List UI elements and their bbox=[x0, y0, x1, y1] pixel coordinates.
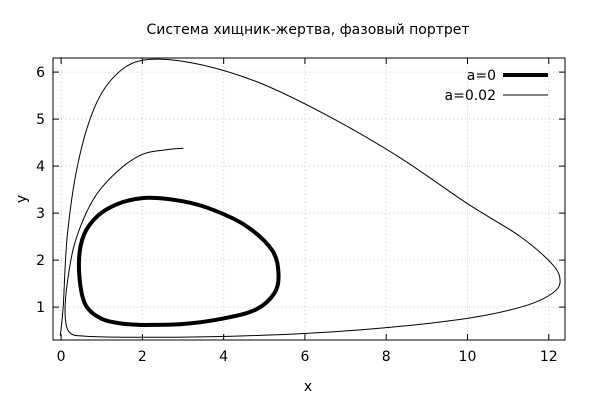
grid bbox=[53, 58, 565, 340]
y-tick-label: 1 bbox=[36, 300, 45, 316]
y-tick-label: 3 bbox=[36, 206, 45, 222]
y-tick-label: 4 bbox=[36, 159, 45, 175]
legend-label: a=0 bbox=[467, 68, 496, 84]
legend: a=0 a=0.02 bbox=[445, 68, 548, 104]
curves bbox=[59, 58, 561, 338]
plot-frame bbox=[52, 57, 566, 341]
chart-title: Система хищник-жертва, фазовый портрет bbox=[146, 22, 469, 38]
x-tick-label: 0 bbox=[57, 349, 66, 365]
x-axis-label: x bbox=[304, 379, 312, 395]
y-axis-label: y bbox=[14, 195, 30, 203]
legend-label: a=0.02 bbox=[445, 88, 496, 104]
y-tick-label: 6 bbox=[36, 65, 45, 81]
x-tick-label: 12 bbox=[540, 349, 558, 365]
x-tick-label: 6 bbox=[300, 349, 309, 365]
x-tick-label: 2 bbox=[138, 349, 147, 365]
y-tick-label: 5 bbox=[36, 112, 45, 128]
series-line-a002 bbox=[59, 58, 561, 338]
x-tick-label: 4 bbox=[219, 349, 228, 365]
x-tick-label: 10 bbox=[459, 349, 477, 365]
series-line-a0 bbox=[76, 195, 281, 327]
x-tick-label: 8 bbox=[382, 349, 391, 365]
y-tick-label: 2 bbox=[36, 253, 45, 269]
